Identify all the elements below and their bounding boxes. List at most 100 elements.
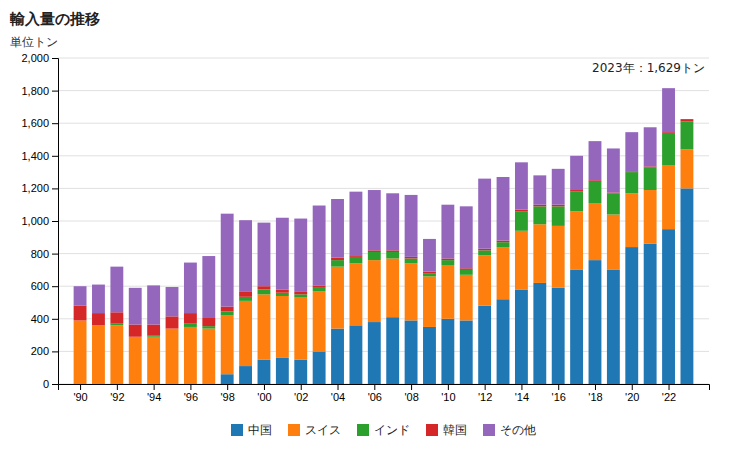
series <box>74 149 694 384</box>
grid-line <box>58 58 709 59</box>
bar <box>313 291 326 351</box>
y-tick-mark <box>52 351 58 352</box>
x-tick: '98 <box>221 384 235 403</box>
x-tick: '12 <box>478 384 492 403</box>
bar <box>552 205 565 207</box>
x-tick: '22 <box>662 384 676 403</box>
bar <box>515 211 528 231</box>
bar <box>662 133 675 166</box>
series <box>110 122 693 337</box>
x-tick-mark <box>338 384 339 390</box>
bar <box>497 247 510 299</box>
y-tick-mark <box>52 221 58 222</box>
y-tick: 400 <box>31 313 58 325</box>
y-tick-label: 1,800 <box>21 85 49 97</box>
x-tick-label: '14 <box>515 391 529 403</box>
bar <box>74 320 87 384</box>
bar <box>349 263 362 325</box>
bar <box>497 299 510 384</box>
bar <box>258 286 271 289</box>
y-tick-label: 0 <box>43 378 49 390</box>
bar <box>552 288 565 384</box>
bar <box>276 218 289 290</box>
x-tick-label: '00 <box>257 391 271 403</box>
x-tick: '96 <box>184 384 198 403</box>
bar <box>313 285 326 287</box>
bar <box>110 324 123 326</box>
x-tick: '92 <box>110 384 124 403</box>
y-tick-mark <box>52 286 58 287</box>
bar <box>607 270 620 384</box>
y-tick: 600 <box>31 280 58 292</box>
bar <box>166 287 179 316</box>
bar <box>239 297 252 301</box>
bar <box>276 289 289 292</box>
bar <box>331 329 344 384</box>
bar <box>405 258 418 263</box>
x-tick-mark <box>632 384 633 390</box>
y-tick-label: 800 <box>31 248 49 260</box>
bar <box>129 337 142 384</box>
y-tick-mark <box>52 319 58 320</box>
y-axis-label: 単位トン <box>10 35 58 49</box>
legend-label: 韓国 <box>443 423 467 437</box>
bar <box>423 272 436 274</box>
bar <box>74 286 87 306</box>
bar <box>515 289 528 384</box>
bar <box>313 288 326 291</box>
x-tick: '10 <box>441 384 455 403</box>
bar <box>589 182 602 203</box>
bar <box>184 263 197 314</box>
legend-item: その他 <box>483 423 536 437</box>
bar <box>441 260 454 265</box>
y-tick-label: 400 <box>31 313 49 325</box>
bar <box>423 327 436 384</box>
x-tick-label: '16 <box>552 391 566 403</box>
bar <box>625 172 638 193</box>
bar <box>221 374 234 384</box>
x-tick-mark <box>80 384 81 390</box>
bar <box>644 190 657 244</box>
bar <box>294 294 307 297</box>
legend-label: スイス <box>305 423 341 437</box>
x-tick: '90 <box>73 384 87 403</box>
bar <box>129 288 142 325</box>
x-tick: '02 <box>294 384 308 403</box>
y-tick: 1,800 <box>21 85 58 97</box>
bar <box>166 329 179 384</box>
bar <box>570 192 583 212</box>
bar <box>368 190 381 250</box>
bar <box>460 206 473 268</box>
series <box>74 119 694 337</box>
bar <box>589 180 602 182</box>
bar <box>166 316 179 328</box>
y-tick-mark <box>52 384 58 385</box>
bar <box>147 335 160 337</box>
bar <box>589 141 602 180</box>
y-tick-label: 1,600 <box>21 117 49 129</box>
bar <box>331 258 344 260</box>
bar <box>533 283 546 384</box>
x-tick-mark <box>154 384 155 390</box>
bar <box>202 329 215 384</box>
bar <box>405 263 418 320</box>
bar <box>239 220 252 292</box>
x-tick-label: '22 <box>662 391 676 403</box>
bar <box>570 211 583 270</box>
legend-swatch <box>426 424 438 436</box>
bar <box>221 316 234 375</box>
bar <box>625 247 638 384</box>
x-tick-label: '12 <box>478 391 492 403</box>
x-tick-label: '20 <box>625 391 639 403</box>
legend-swatch <box>288 424 300 436</box>
bar <box>478 306 491 384</box>
bar <box>533 206 546 224</box>
x-tick-label: '08 <box>404 391 418 403</box>
bar <box>349 257 362 264</box>
y-tick: 800 <box>31 248 58 260</box>
annotation: 2023年：1,629トン <box>592 61 705 75</box>
x-tick: '94 <box>147 384 161 403</box>
bar <box>276 293 289 296</box>
bar <box>74 306 87 321</box>
bar <box>221 214 234 307</box>
